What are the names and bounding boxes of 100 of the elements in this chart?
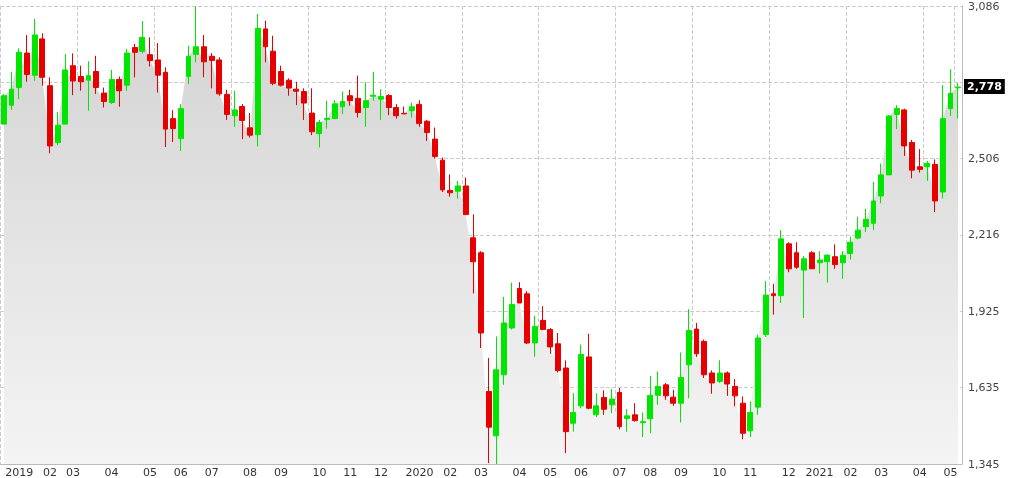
candlestick — [455, 180, 461, 200]
candlestick — [894, 104, 900, 130]
candlestick — [478, 250, 484, 349]
candlestick — [771, 283, 776, 316]
candlestick — [416, 99, 422, 128]
candlestick — [778, 229, 784, 304]
candlestick — [239, 103, 245, 140]
candlestick — [555, 332, 561, 373]
y-tick-label: 2,506 — [968, 152, 1000, 166]
candlestick — [878, 163, 884, 204]
candlestick — [901, 108, 907, 157]
candlestick — [570, 392, 576, 433]
candlestick — [39, 32, 45, 87]
candlestick — [470, 213, 476, 295]
candlestick — [640, 411, 646, 438]
candlestick — [440, 157, 445, 193]
candlestick — [109, 69, 115, 105]
candlestick — [832, 243, 838, 270]
x-tick-label: 12 — [373, 466, 388, 478]
candlestick — [1, 93, 7, 125]
x-tick-label: 05 — [143, 466, 158, 478]
x-tick-label: 10 — [312, 466, 327, 478]
candlestick — [309, 87, 315, 136]
candlestick — [593, 392, 599, 418]
candlestick — [847, 236, 853, 261]
x-tick-label: 2020 — [405, 466, 434, 478]
x-tick-label: 07 — [612, 466, 627, 478]
candlestick — [16, 47, 22, 100]
x-tick-label: 03 — [874, 466, 889, 478]
candlestick — [678, 351, 684, 423]
candlestick — [255, 13, 261, 147]
candlestick — [347, 89, 353, 107]
candlestick — [9, 71, 14, 111]
candlestick — [632, 402, 638, 423]
candlestick — [301, 87, 307, 121]
candlestick — [509, 282, 515, 331]
candlestick — [32, 18, 38, 82]
candlestick — [247, 112, 253, 139]
candlestick — [801, 255, 807, 319]
candlestick — [794, 241, 799, 270]
candlestick — [724, 370, 730, 397]
y-tick-label: 1,345 — [968, 457, 1000, 471]
candlestick — [155, 42, 161, 94]
candlestick — [324, 100, 330, 130]
candlestick — [563, 359, 569, 454]
candlestick — [116, 76, 122, 108]
x-tick-label: 08 — [243, 466, 258, 478]
candlestick — [232, 90, 238, 128]
x-tick-label: 04 — [912, 466, 927, 478]
candlestick — [755, 334, 761, 416]
y-tick-label: 3,086 — [968, 0, 1000, 13]
candlestick — [463, 177, 469, 216]
candlestick — [871, 181, 876, 231]
candlestick — [717, 359, 723, 384]
x-tick-label: 05 — [943, 466, 958, 478]
candlestick — [62, 53, 68, 125]
x-tick-label: 04 — [104, 466, 119, 478]
candlestick — [170, 109, 176, 143]
candlestick — [809, 250, 815, 270]
candlestick — [909, 139, 915, 179]
candlestick — [932, 158, 938, 213]
x-tick-label: 05 — [543, 466, 558, 478]
x-tick-label: 02 — [843, 466, 858, 478]
candlestick — [340, 91, 345, 115]
candlestick — [955, 82, 961, 120]
x-tick-label: 09 — [674, 466, 689, 478]
candlestick — [601, 389, 607, 416]
candlestick — [263, 20, 268, 63]
candlestick — [93, 55, 99, 95]
candlestick — [486, 357, 492, 464]
candlestick — [24, 34, 30, 83]
candlestick — [924, 160, 930, 182]
candlestick — [686, 308, 692, 399]
x-tick-label: 03 — [66, 466, 81, 478]
candlestick — [124, 48, 130, 92]
candlestick — [493, 335, 499, 465]
candlestick — [670, 389, 676, 407]
x-tick-label: 02 — [443, 466, 458, 478]
candlestick — [863, 208, 869, 233]
candlestick — [78, 65, 84, 92]
x-tick-label: 11 — [343, 466, 358, 478]
x-tick-label: 2021 — [805, 466, 834, 478]
candlestick — [193, 5, 199, 63]
x-tick-label: 12 — [781, 466, 796, 478]
candlestick — [855, 216, 861, 240]
y-tick-label: 2,216 — [968, 228, 1000, 242]
candlestick — [47, 76, 53, 154]
candlestick — [647, 375, 653, 434]
candlestick — [609, 388, 615, 414]
candlestick — [763, 280, 769, 338]
candlestick — [378, 88, 384, 121]
candlestick — [747, 400, 753, 438]
candlestick — [139, 20, 145, 54]
candlestick — [501, 296, 507, 386]
x-tick-label: 07 — [204, 466, 219, 478]
candlestick — [401, 105, 407, 115]
candlestick — [186, 45, 191, 85]
candlestick — [586, 333, 592, 410]
candlestick — [224, 89, 230, 121]
candlestick — [178, 103, 184, 152]
